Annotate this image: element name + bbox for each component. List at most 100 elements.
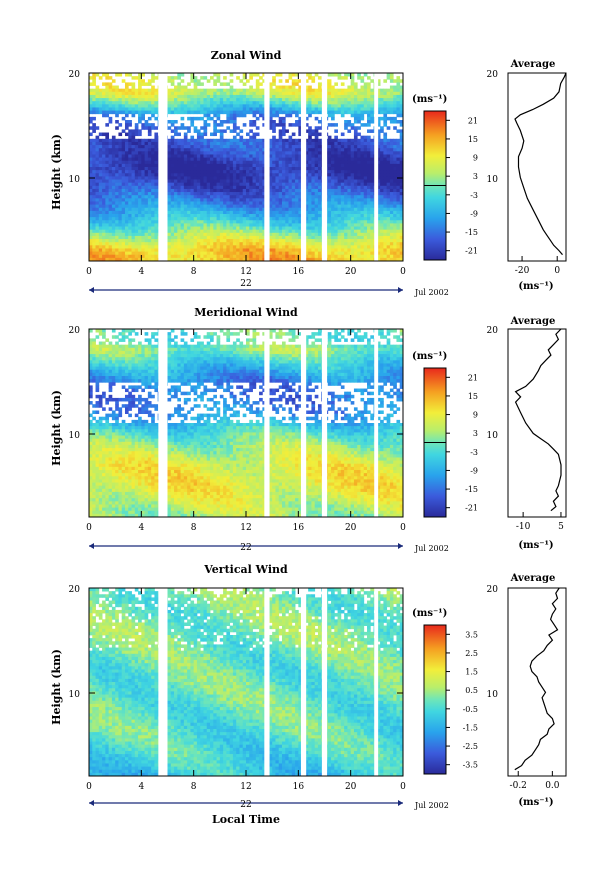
heatmap-cell	[344, 120, 348, 124]
heatmap-cell	[170, 204, 175, 209]
heatmap-cell	[350, 176, 355, 180]
heatmap-cell	[236, 254, 240, 259]
heatmap-cell	[180, 226, 185, 231]
heatmap-cell	[268, 223, 273, 227]
heatmap-cell	[255, 132, 260, 137]
heatmap-cell	[232, 160, 237, 165]
heatmap-cell	[311, 245, 316, 249]
heatmap-cell	[177, 188, 181, 193]
heatmap-cell	[357, 170, 361, 174]
heatmap-cell	[298, 160, 302, 165]
heatmap-cell	[226, 101, 231, 105]
heatmap-cell	[200, 148, 204, 152]
heatmap-cell	[259, 82, 263, 86]
heatmap-cell	[399, 245, 404, 249]
heatmap-cell	[134, 182, 139, 187]
heatmap-cell	[239, 192, 244, 196]
heatmap-cell	[393, 226, 397, 231]
heatmap-cell	[111, 135, 116, 140]
heatmap-cell	[386, 163, 391, 168]
heatmap-cell	[187, 157, 191, 162]
heatmap-cell	[327, 123, 332, 127]
heatmap-cell	[134, 107, 139, 111]
heatmap-cell	[389, 157, 394, 162]
heatmap-cell	[200, 82, 204, 86]
heatmap-cell	[314, 204, 319, 209]
heatmap-cell	[376, 132, 381, 137]
heatmap-cell	[340, 76, 345, 80]
heatmap-cell	[386, 201, 391, 205]
heatmap-cell	[278, 201, 283, 205]
heatmap-cell	[187, 138, 191, 143]
heatmap-cell	[210, 167, 214, 171]
heatmap-cell	[340, 145, 345, 149]
heatmap-cell	[95, 110, 100, 115]
heatmap-cell	[213, 141, 217, 146]
heatmap-cell	[281, 129, 286, 133]
heatmap-cell	[386, 154, 391, 158]
heatmap-cell	[115, 251, 119, 256]
heatmap-cell	[144, 245, 149, 249]
heatmap-cell	[223, 245, 227, 249]
heatmap-cell	[255, 201, 260, 205]
heatmap-cell	[396, 88, 401, 93]
heatmap-cell	[268, 214, 273, 218]
heatmap-cell	[246, 188, 250, 193]
heatmap-cell	[183, 163, 188, 168]
heatmap-cell	[380, 110, 384, 115]
heatmap-cell	[331, 185, 335, 190]
heatmap-cell	[285, 141, 289, 146]
heatmap-cell	[337, 173, 342, 177]
heatmap-cell	[288, 173, 293, 177]
heatmap-cell	[134, 167, 139, 171]
heatmap-cell	[131, 94, 136, 99]
heatmap-cell	[288, 207, 293, 212]
heatmap-cell	[124, 251, 129, 256]
heatmap-cell	[246, 167, 250, 171]
heatmap-cell	[252, 163, 257, 168]
heatmap-cell	[334, 82, 338, 86]
heatmap-cell	[108, 107, 113, 111]
heatmap-cell	[367, 182, 371, 187]
heatmap-cell	[376, 223, 381, 227]
heatmap-cell	[268, 160, 273, 165]
heatmap-cell	[147, 170, 152, 174]
heatmap-cell	[252, 88, 257, 93]
heatmap-cell	[105, 157, 110, 162]
heatmap-cell	[229, 113, 234, 118]
heatmap-cell	[246, 104, 250, 108]
heatmap-cell	[259, 167, 263, 171]
heatmap-cell	[360, 163, 365, 168]
heatmap-cell	[95, 173, 100, 177]
heatmap-cell	[399, 160, 404, 165]
heatmap-cell	[363, 98, 368, 102]
heatmap-cell	[389, 173, 394, 177]
heatmap-cell	[249, 239, 253, 243]
heatmap-cell	[288, 138, 293, 143]
heatmap-cell	[340, 98, 345, 102]
heatmap-cell	[304, 167, 309, 171]
heatmap-cell	[190, 232, 195, 237]
heatmap-cell	[92, 126, 96, 130]
heatmap-cell	[134, 192, 139, 196]
heatmap-cell	[272, 98, 276, 102]
heatmap-cell	[124, 207, 129, 212]
heatmap-cell	[376, 176, 381, 180]
heatmap-cell	[229, 88, 234, 93]
heatmap-cell	[151, 235, 155, 240]
heatmap-cell	[232, 198, 237, 202]
heatmap-cell	[370, 226, 374, 231]
heatmap-cell	[363, 91, 368, 96]
heatmap-cell	[357, 248, 361, 252]
heatmap-cell	[147, 160, 152, 165]
heatmap-cell	[128, 163, 132, 168]
heatmap-cell	[154, 235, 159, 240]
heatmap-cell	[102, 91, 106, 96]
heatmap-cell	[393, 154, 397, 158]
heatmap-cell	[347, 254, 352, 259]
heatmap-cell	[242, 157, 247, 162]
heatmap-cell	[350, 160, 355, 165]
heatmap-cell	[236, 220, 240, 224]
heatmap-cell	[376, 160, 381, 165]
heatmap-cell	[98, 195, 103, 199]
